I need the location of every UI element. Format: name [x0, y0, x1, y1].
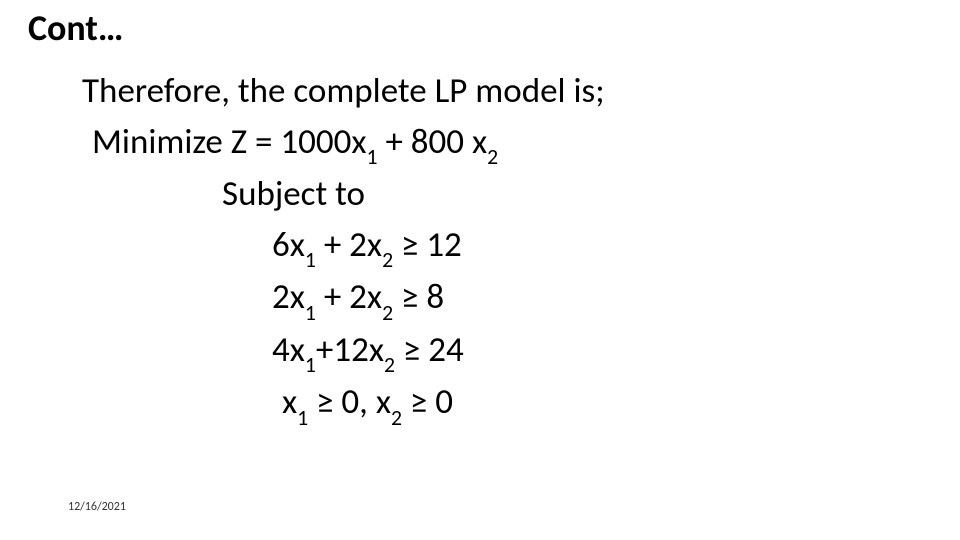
c2-rhs: ≥ 8: [393, 276, 444, 318]
line-intro: Therefore, the complete LP model is;: [82, 66, 920, 117]
slide-container: Cont… Therefore, the complete LP model i…: [0, 0, 960, 540]
line-constraint-1: 6x1 + 2x2 ≥ 12: [272, 220, 920, 272]
footer-date: 12/16/2021: [68, 500, 126, 514]
line-constraint-3: 4x1+12x2 ≥ 24: [272, 325, 920, 377]
obj-sub-1: 1: [367, 143, 378, 170]
c2-mid: + 2x: [316, 276, 382, 318]
slide-body: Therefore, the complete LP model is; Min…: [82, 66, 920, 430]
c1-mid: + 2x: [316, 224, 382, 266]
obj-var-1: x: [351, 121, 366, 163]
obj-var-2: x: [472, 121, 487, 163]
c3-mid: +12x: [316, 329, 384, 371]
c1-rhs: ≥ 12: [393, 224, 462, 266]
c3-sub-2: 2: [384, 351, 395, 378]
c2-lhs-a: 2x: [272, 276, 305, 318]
c3-rhs: ≥ 24: [395, 329, 464, 371]
objective-prefix: Minimize Z =: [92, 121, 280, 163]
slide-title: Cont…: [28, 6, 123, 50]
c2-sub-2: 2: [382, 299, 393, 326]
c1-lhs-a: 6x: [272, 224, 305, 266]
line-constraint-2: 2x1 + 2x2 ≥ 8: [272, 272, 920, 324]
nn-sub-2: 2: [391, 404, 402, 431]
nn-rhs: ≥ 0: [402, 381, 453, 423]
c1-sub-2: 2: [382, 246, 393, 273]
nn-mid: ≥ 0, x: [308, 381, 391, 423]
line-nonneg: x1 ≥ 0, x2 ≥ 0: [282, 377, 920, 429]
nn-a: x: [282, 381, 297, 423]
c3-sub-1: 1: [305, 351, 316, 378]
obj-sub-2: 2: [487, 143, 498, 170]
c3-lhs-a: 4x: [272, 329, 305, 371]
c1-sub-1: 1: [305, 246, 316, 273]
obj-coef-2: 800: [411, 121, 472, 163]
obj-coef-1: 1000: [280, 121, 351, 163]
line-subject-to: Subject to: [222, 169, 920, 220]
obj-plus: +: [378, 121, 411, 163]
nn-sub-1: 1: [297, 404, 308, 431]
line-objective: Minimize Z = 1000x1 + 800 x2: [92, 117, 920, 169]
c2-sub-1: 1: [305, 299, 316, 326]
